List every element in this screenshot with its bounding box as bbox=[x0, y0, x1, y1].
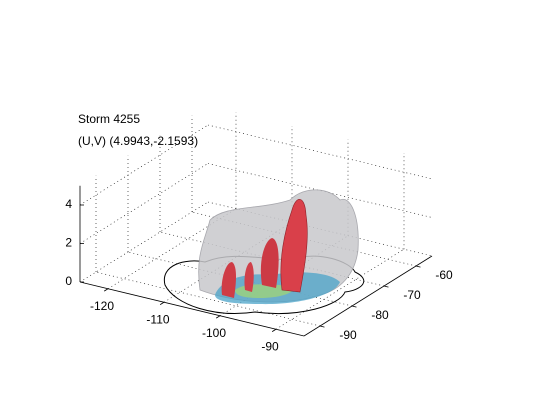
grid-line bbox=[127, 251, 353, 307]
red-surface bbox=[244, 262, 254, 292]
y-tick-label: -60 bbox=[435, 268, 453, 282]
y-axis bbox=[303, 255, 433, 337]
chart-subtitle: (U,V) (4.9943,-2.1593) bbox=[78, 134, 198, 148]
x-tick bbox=[159, 301, 165, 305]
x-axis bbox=[79, 281, 305, 337]
chart-title: Storm 4255 bbox=[78, 112, 140, 126]
y-tick-label: -70 bbox=[403, 288, 421, 302]
y-tick bbox=[319, 325, 325, 328]
grid-line bbox=[159, 231, 385, 287]
red-surface bbox=[280, 199, 308, 293]
grid-line bbox=[207, 124, 433, 180]
y-tick bbox=[383, 285, 389, 288]
x-tick-label: -120 bbox=[90, 299, 114, 313]
x-tick bbox=[103, 288, 109, 292]
x-tick bbox=[271, 328, 277, 332]
z-tick-label: 2 bbox=[65, 236, 72, 250]
y-tick bbox=[415, 265, 421, 268]
x-tick-label: -100 bbox=[202, 326, 226, 340]
x-tick-label: -110 bbox=[146, 312, 169, 326]
y-tick-label: -90 bbox=[339, 328, 357, 342]
x-tick-label: -90 bbox=[261, 339, 279, 353]
isosurface-render bbox=[163, 189, 365, 315]
red-surface bbox=[221, 262, 236, 298]
z-tick-label: 0 bbox=[65, 274, 72, 288]
z-tick-label: 4 bbox=[65, 197, 72, 211]
grid-line bbox=[95, 271, 321, 327]
y-tick bbox=[351, 305, 357, 308]
y-tick-label: -80 bbox=[371, 308, 389, 322]
red-surface bbox=[260, 238, 279, 288]
grid-line bbox=[207, 201, 433, 257]
x-tick bbox=[215, 315, 221, 319]
grid-line bbox=[207, 163, 433, 218]
